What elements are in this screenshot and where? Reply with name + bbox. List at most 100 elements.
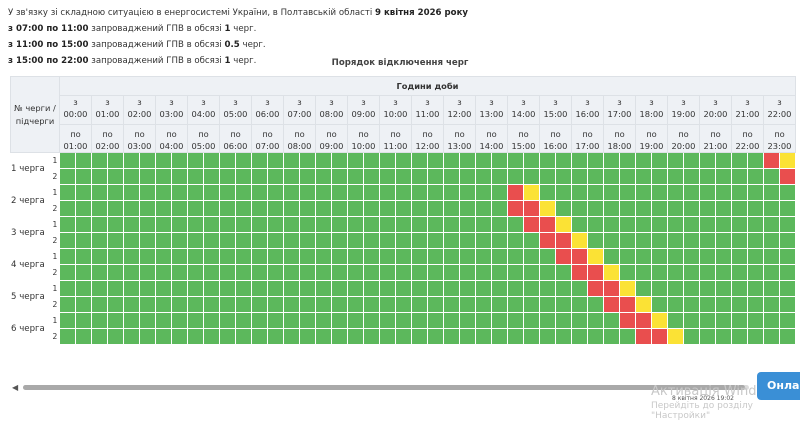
slot-on <box>283 280 300 297</box>
hour-to-time: 11:00 <box>383 141 408 151</box>
slot-on <box>683 152 700 169</box>
slot-on <box>59 200 76 217</box>
hour-to: по 16:00 <box>540 124 571 152</box>
slot-on <box>635 248 652 265</box>
slot-on <box>139 328 156 345</box>
table-row: 2 <box>11 168 796 185</box>
subqueue-label: 2 <box>49 168 61 185</box>
slot-on <box>347 296 364 313</box>
slot-on <box>251 264 268 281</box>
horizontal-scrollbar[interactable]: ◀ <box>10 382 752 392</box>
slot-on <box>491 152 508 169</box>
hour-column-header: з 07:00 по 08:00 <box>283 95 316 153</box>
slot-on <box>539 152 556 169</box>
slot-on <box>731 280 748 297</box>
slot-on <box>203 216 220 233</box>
hour-from-time: 06:00 <box>255 109 280 119</box>
slot-on <box>459 200 476 217</box>
slot-on <box>667 232 684 249</box>
hour-to-label: по <box>582 129 593 139</box>
slot-on <box>699 328 716 345</box>
slot-on <box>699 248 716 265</box>
slot-on <box>187 312 204 329</box>
slot-on <box>251 152 268 169</box>
hour-from-time: 04:00 <box>191 109 216 119</box>
slot-on <box>555 264 572 281</box>
slot-on <box>155 184 172 201</box>
slot-on <box>187 296 204 313</box>
slot-on <box>443 312 460 329</box>
slot-on <box>731 312 748 329</box>
hour-from-label: з <box>105 97 110 107</box>
slot-on <box>443 264 460 281</box>
slot-possible-off <box>539 200 556 217</box>
slot-on <box>683 312 700 329</box>
slot-on <box>731 168 748 185</box>
slot-on <box>427 184 444 201</box>
slot-on <box>123 184 140 201</box>
slot-on <box>555 312 572 329</box>
slot-on <box>667 264 684 281</box>
slot-on <box>107 168 124 185</box>
slot-on <box>235 312 252 329</box>
slot-on <box>571 280 588 297</box>
slot-on <box>747 312 764 329</box>
slot-on <box>347 232 364 249</box>
hour-to-time: 08:00 <box>287 141 312 151</box>
slot-on <box>571 184 588 201</box>
hour-to-time: 05:00 <box>191 141 216 151</box>
slot-on <box>619 264 636 281</box>
slot-possible-off <box>635 296 652 313</box>
slot-on <box>123 200 140 217</box>
slot-on <box>635 232 652 249</box>
hour-to-label: по <box>646 129 657 139</box>
slot-on <box>475 152 492 169</box>
slot-on <box>123 296 140 313</box>
slot-on <box>331 280 348 297</box>
slot-possible-off <box>523 184 540 201</box>
slot-on <box>555 168 572 185</box>
slot-on <box>235 296 252 313</box>
slot-on <box>283 184 300 201</box>
hour-column-header: з 11:00 по 12:00 <box>411 95 444 153</box>
slot-on <box>171 168 188 185</box>
hour-to-time: 13:00 <box>447 141 472 151</box>
hour-to-label: по <box>550 129 561 139</box>
scrollbar-thumb[interactable] <box>23 385 745 390</box>
slot-on <box>411 200 428 217</box>
slot-on <box>155 280 172 297</box>
slot-on <box>619 168 636 185</box>
hour-to-time: 10:00 <box>351 141 376 151</box>
hour-column-header: з 02:00 по 03:00 <box>123 95 156 153</box>
slot-on <box>59 280 76 297</box>
slot-on <box>107 200 124 217</box>
slot-on <box>571 152 588 169</box>
slot-on <box>139 200 156 217</box>
slot-on <box>91 184 108 201</box>
online-chat-button[interactable]: Онлай <box>757 372 800 400</box>
slot-on <box>235 280 252 297</box>
slot-on <box>555 280 572 297</box>
slot-on <box>555 184 572 201</box>
slot-on <box>619 328 636 345</box>
slot-on <box>267 248 284 265</box>
hour-from-label: з <box>681 97 686 107</box>
slot-on <box>251 168 268 185</box>
slot-on <box>315 328 332 345</box>
slot-on <box>395 168 412 185</box>
slot-on <box>123 248 140 265</box>
slot-on <box>539 168 556 185</box>
hour-to: по 04:00 <box>156 124 187 152</box>
slot-on <box>699 168 716 185</box>
slot-on <box>235 232 252 249</box>
slot-on <box>571 216 588 233</box>
slot-on <box>235 200 252 217</box>
slot-on <box>59 248 76 265</box>
slot-on <box>203 200 220 217</box>
hour-to: по 21:00 <box>700 124 731 152</box>
table-caption: Порядок відключення черг <box>331 58 469 68</box>
slot-on <box>379 184 396 201</box>
slot-on <box>603 168 620 185</box>
period-text: запроваджений ГПВ в обсязі <box>88 24 225 34</box>
scroll-left-icon[interactable]: ◀ <box>12 383 19 392</box>
